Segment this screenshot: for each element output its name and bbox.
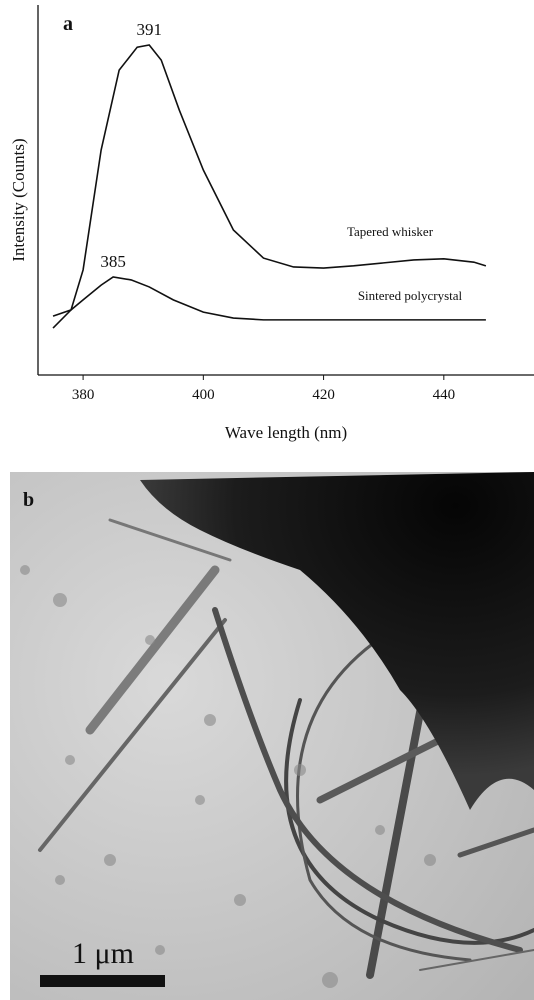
peak-label: 385 bbox=[100, 252, 126, 271]
x-tick-label: 440 bbox=[433, 387, 456, 403]
series-label: Sintered polycrystal bbox=[358, 288, 463, 303]
scale-bar bbox=[40, 975, 165, 987]
panel-label: b bbox=[23, 489, 34, 511]
chart: a Wave length (nm) Intensity (Counts) 38… bbox=[9, 5, 534, 442]
line-series bbox=[52, 276, 486, 321]
line-series bbox=[52, 44, 487, 329]
x-tick-label: 380 bbox=[72, 387, 95, 403]
x-tick-label: 420 bbox=[312, 387, 335, 403]
y-axis-label: Intensity (Counts) bbox=[9, 138, 28, 261]
scale-bar-label: 1 μm bbox=[72, 937, 134, 970]
x-tick-label: 400 bbox=[192, 387, 215, 403]
peak-label: 391 bbox=[136, 20, 162, 39]
panel-label: a bbox=[63, 13, 73, 35]
particle-aggregate bbox=[140, 472, 534, 810]
micrograph-panel: b 1 μm bbox=[10, 472, 534, 1000]
x-axis-label: Wave length (nm) bbox=[225, 423, 347, 442]
specks bbox=[20, 565, 436, 988]
series-label: Tapered whisker bbox=[347, 224, 434, 239]
